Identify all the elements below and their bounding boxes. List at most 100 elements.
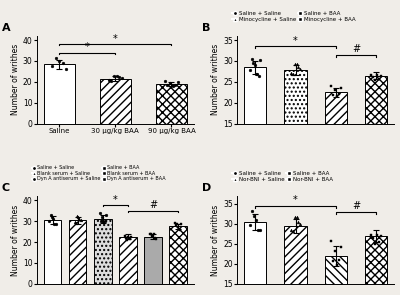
Point [291,214,298,219]
Bar [244,67,266,187]
Bar [144,237,162,284]
Point [52,222,59,226]
Point [293,62,300,67]
Point [147,231,153,236]
Text: B: B [202,23,211,33]
Bar [169,226,187,284]
Point [114,73,120,78]
Bar [119,237,137,284]
Point [78,217,84,222]
Point [108,78,114,83]
Point [376,240,382,245]
Point [338,86,344,91]
Point [59,60,66,65]
Point [291,61,298,66]
Legend: Saline + Saline, Blank serum + Saline, Dyn A antiserum + Saline, Saline + BAA, B: Saline + Saline, Blank serum + Saline, D… [31,165,166,182]
Point [71,220,78,224]
Point [288,228,294,232]
Point [96,211,103,216]
Point [376,77,382,81]
Text: *: * [113,34,118,44]
Point [338,244,344,249]
Point [374,233,380,238]
Point [152,236,158,240]
Text: *: * [293,36,298,46]
Point [172,220,178,225]
Point [48,212,54,217]
Bar [44,64,74,124]
Y-axis label: Number of writhes: Number of writhes [211,44,220,115]
Point [164,83,170,87]
Bar [325,92,347,187]
Text: *: * [85,42,90,53]
Point [332,248,338,253]
Bar [284,70,307,187]
Text: A: A [2,23,10,33]
Point [328,239,334,244]
Point [336,92,342,97]
Point [328,84,334,89]
Point [330,92,336,97]
Point [100,220,106,225]
Point [332,88,338,93]
Point [249,209,256,213]
Point [250,60,256,65]
Point [297,67,304,72]
Point [49,63,56,68]
Point [290,229,296,234]
Point [111,73,117,78]
Point [295,65,302,70]
Point [174,222,181,227]
Point [253,217,260,222]
Point [248,56,255,61]
Bar [284,226,307,295]
Point [125,234,132,239]
Y-axis label: Number of writhes: Number of writhes [211,204,220,276]
Point [172,83,179,87]
Point [73,220,79,225]
Text: #: # [352,44,360,54]
Point [288,71,294,76]
Point [49,215,55,220]
Point [257,228,263,232]
Text: C: C [2,183,10,194]
Point [105,78,112,83]
Point [290,72,296,76]
Point [101,218,108,223]
Bar [365,236,387,295]
Point [255,228,261,232]
Point [116,75,122,80]
Point [56,59,62,63]
Bar [365,76,387,187]
Text: D: D [202,183,212,194]
Bar [44,220,61,284]
Y-axis label: Number of writhes: Number of writhes [11,204,20,276]
Point [162,79,168,83]
Point [297,222,304,227]
Point [153,237,159,242]
Point [126,237,133,242]
Point [167,81,173,85]
Point [76,216,83,221]
Point [74,214,80,219]
Point [251,214,258,219]
Point [378,73,384,78]
Point [256,73,262,78]
Point [51,222,58,226]
Point [149,234,156,238]
Point [330,258,336,263]
Text: *: * [113,195,118,205]
Point [177,227,183,232]
Point [173,223,180,227]
Point [334,94,340,99]
Point [253,71,259,76]
Point [247,67,254,72]
Bar [325,256,347,295]
Point [124,238,130,242]
Point [368,73,374,78]
Bar [69,220,86,284]
Point [372,78,378,83]
Point [247,222,254,227]
Point [99,214,105,219]
Legend: Saline + Saline, Nor-BNI + Saline, Saline + BAA, Nor-BNI + BAA: Saline + Saline, Nor-BNI + Saline, Salin… [232,171,333,183]
